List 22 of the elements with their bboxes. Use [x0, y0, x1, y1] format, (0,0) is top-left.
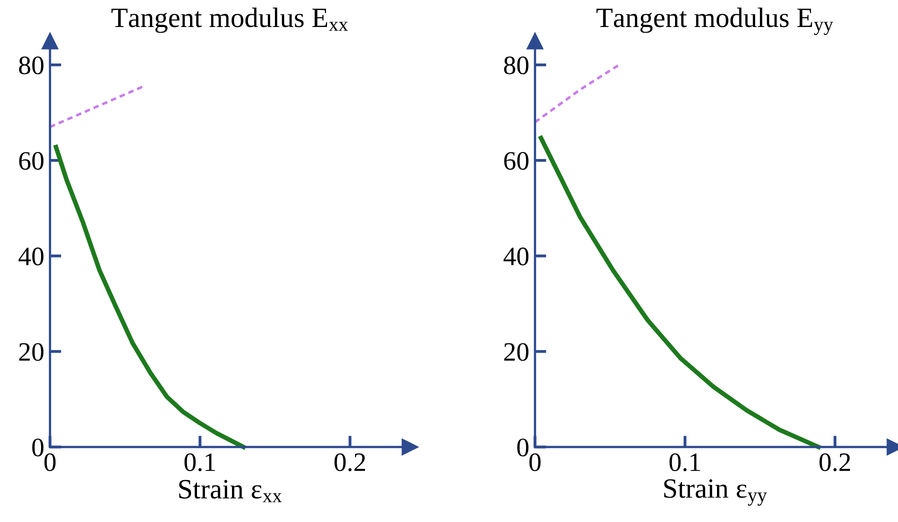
- x-tick-label: 0.1: [184, 453, 215, 472]
- x-tick-label: 0.2: [820, 453, 850, 472]
- line-series: [538, 136, 821, 450]
- x-tick-label: 0: [44, 453, 56, 472]
- x-axis-title: Strain ε$_{xx}$: [179, 480, 282, 502]
- y-tick-label: 60: [504, 152, 528, 170]
- x-tick-label: 0: [529, 453, 541, 472]
- y-tick-label: 60: [19, 152, 44, 170]
- y-tick-label: 20: [504, 343, 528, 361]
- y-tick-label: 80: [504, 56, 528, 74]
- x-tick-label: 0.1: [670, 453, 700, 472]
- y-tick-label: 20: [19, 343, 44, 361]
- line-series: [54, 144, 246, 450]
- y-tick-label: 80: [19, 56, 44, 74]
- y-tick-label: 0: [517, 438, 528, 456]
- chart-title: Tangent modulus E$_{xx}$: [111, 8, 348, 33]
- x-tick-label: 0.2: [334, 453, 366, 472]
- y-tick-label: 40: [18, 248, 44, 266]
- y-tick-label: 40: [504, 248, 528, 266]
- chart-title: Tangent modulus E$_{yy}$: [596, 8, 834, 35]
- y-tick-label: 0: [32, 438, 44, 456]
- x-axis-title: Strain ε$_{yy}$: [664, 479, 767, 506]
